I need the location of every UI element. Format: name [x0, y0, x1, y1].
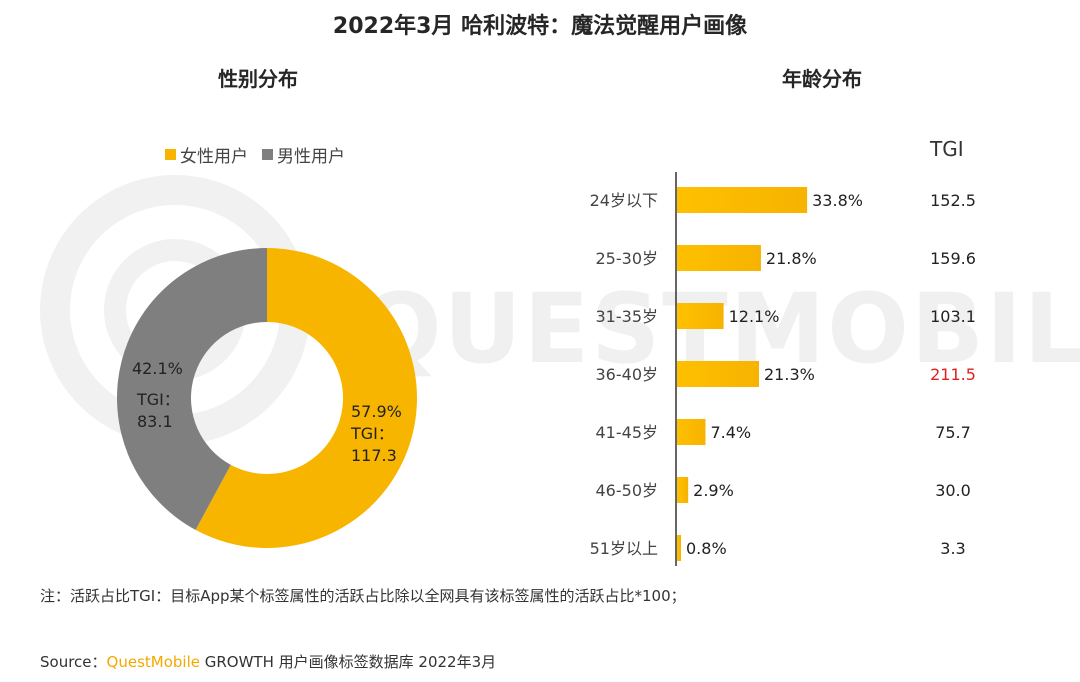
age-category-label: 51岁以上 — [590, 539, 658, 558]
age-bar — [677, 245, 761, 271]
age-bar-value-label: 12.1% — [729, 307, 780, 326]
age-bar — [677, 419, 706, 445]
source-line: Source：QuestMobile GROWTH 用户画像标签数据库 2022… — [40, 651, 496, 672]
age-tgi-value: 103.1 — [930, 307, 976, 326]
age-bar-value-label: 21.8% — [766, 249, 817, 268]
age-bar — [677, 535, 681, 561]
age-tgi-value: 211.5 — [930, 365, 976, 384]
legend-label-female: 女性用户 — [180, 147, 248, 167]
age-tgi-value: 75.7 — [935, 423, 971, 442]
age-chart-title: 年龄分布 — [782, 67, 862, 91]
age-bar-value-label: 33.8% — [812, 191, 863, 210]
age-category-label: 31-35岁 — [596, 307, 659, 326]
source-brand: QuestMobile — [106, 653, 200, 671]
page-title: 2022年3月 哈利波特：魔法觉醒用户画像 — [332, 14, 748, 39]
gender-legend: 女性用户 男性用户 — [165, 142, 359, 167]
age-bar-value-label: 0.8% — [686, 539, 727, 558]
female-percent-label: 57.9% — [351, 402, 402, 421]
source-prefix: Source： — [40, 653, 107, 671]
age-category-label: 46-50岁 — [596, 481, 659, 500]
legend-label-male: 男性用户 — [277, 147, 345, 167]
female-tgi-value: 117.3 — [351, 446, 397, 465]
legend-item-male: 男性用户 — [262, 142, 345, 167]
tgi-column-header: TGI — [930, 137, 964, 161]
age-category-label: 41-45岁 — [596, 423, 659, 442]
male-percent-label: 42.1% — [132, 359, 183, 378]
age-tgi-value: 159.6 — [930, 249, 976, 268]
donut-slice-female — [195, 248, 418, 549]
age-bar-value-label: 21.3% — [764, 365, 815, 384]
gender-donut-chart: 57.9% TGI： 117.3 42.1% TGI： 83.1 — [117, 248, 418, 549]
age-bar-value-label: 7.4% — [710, 423, 751, 442]
legend-swatch-male — [262, 149, 273, 160]
female-tgi-label: TGI： — [350, 424, 394, 443]
age-bar — [677, 187, 808, 213]
age-tgi-value: 152.5 — [930, 191, 976, 210]
age-bar — [677, 361, 760, 387]
age-bar — [677, 477, 689, 503]
age-bar — [677, 303, 724, 329]
age-category-label: 36-40岁 — [596, 365, 659, 384]
male-tgi-value: 83.1 — [137, 412, 173, 431]
age-category-label: 24岁以下 — [590, 191, 658, 210]
gender-chart-title: 性别分布 — [218, 67, 298, 91]
age-bar-value-label: 2.9% — [693, 481, 734, 500]
footnote: 注：活跃占比TGI：目标App某个标签属性的活跃占比除以全网具有该标签属性的活跃… — [40, 587, 686, 605]
age-bar-chart: 24岁以下 33.8% 152.5 25-30岁 21.8% 159.6 31-35岁 12.… — [590, 172, 976, 566]
age-tgi-value: 3.3 — [940, 539, 965, 558]
male-tgi-label: TGI： — [136, 390, 180, 409]
age-category-label: 25-30岁 — [596, 249, 659, 268]
legend-swatch-female — [165, 149, 176, 160]
source-rest: GROWTH 用户画像标签数据库 2022年3月 — [199, 653, 497, 671]
donut-slice-male — [117, 248, 268, 530]
legend-item-female: 女性用户 — [165, 142, 248, 167]
age-tgi-value: 30.0 — [935, 481, 971, 500]
